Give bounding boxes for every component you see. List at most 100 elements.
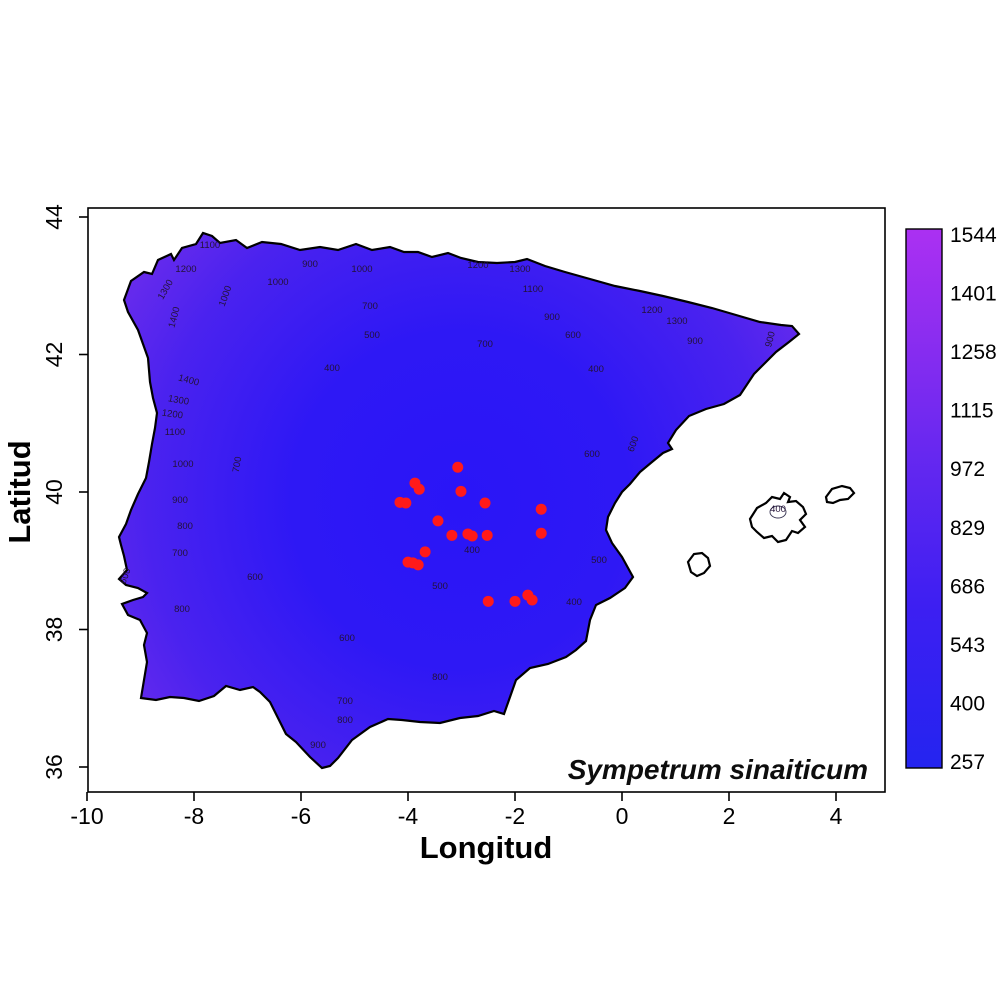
colorbar: 1544 1401 1258 1115 972 829 686 543 400 257 [905,224,997,774]
occurrence-point [526,594,538,606]
contour-value-label: 1000 [267,277,288,288]
balearic-islands [686,484,856,578]
x-tick-label: 4 [830,803,843,829]
x-tick-label: -10 [70,803,103,829]
occurrence-point [432,515,444,527]
occurrence-point [413,483,425,495]
x-axis-title: Longitud [420,830,553,865]
occurrence-point [400,497,412,509]
x-axis: -10 -8 -6 -4 -2 0 2 4 [70,792,843,829]
occurrence-point [466,530,478,542]
contour-value-label: 600 [339,633,355,644]
occurrence-point [482,595,494,607]
contour-value-label: 1200 [161,408,183,422]
contour-value-label: 1200 [175,264,196,275]
occurrence-point [419,546,431,558]
y-tick-label: 36 [41,754,67,780]
contour-value-label: 1100 [165,427,185,438]
plot-frame [87,207,886,793]
contour-value-label: 1200 [641,305,662,316]
occurrence-point [446,529,458,541]
contour-value-label: 400 [464,545,480,556]
colorbar-frame [905,228,943,769]
contour-value-label: 600 [584,449,600,460]
colorbar-tick-label: 829 [950,517,985,540]
colorbar-tick-label: 686 [950,575,985,598]
occurrence-point [481,529,493,541]
contour-value-label: 700 [337,696,353,707]
contour-value-label: 1400 [167,306,183,329]
contour-value-label: 600 [565,330,581,341]
colorbar-tick-label: 1115 [950,400,994,423]
contour-value-label: 900 [763,330,778,348]
contour-value-label: 900 [544,312,560,323]
occurrence-point [509,595,521,607]
contour-value-label: 1000 [351,264,372,275]
x-tick-label: -6 [291,803,311,829]
contour-value-label: 800 [432,672,448,683]
contour-value-label: 1100 [523,284,543,295]
colorbar-labels: 1544 1401 1258 1115 972 829 686 543 400 257 [950,224,997,774]
colorbar-tick-label: 543 [950,634,985,657]
contour-value-label: 900 [302,259,318,270]
contour-value-label: 400 [566,597,582,608]
x-tick-label: 2 [723,803,736,829]
x-tick-label: 0 [616,803,629,829]
contour-value-label: 900 [310,740,326,751]
mallorca-contour [769,505,787,519]
occurrence-point [412,559,424,571]
contour-value-label: 800 [177,521,193,532]
contour-value-label: 1400 [177,373,200,389]
contour-value-label: 1300 [666,316,687,327]
contour-value-label: 700 [362,301,378,312]
y-tick-label: 44 [41,204,67,230]
contour-value-label: 1000 [172,459,193,470]
occurrence-points [394,461,547,607]
contour-value-label: 700 [231,456,245,474]
contour-value-label: 900 [172,495,188,506]
occurrence-point [452,461,464,473]
iberia-map [117,231,856,770]
contour-value-label: 900 [687,336,703,347]
menorca-island [824,484,856,505]
contour-value-label: 500 [591,555,607,566]
mallorca-island [748,491,808,544]
ibiza-island [686,551,712,578]
contour-value-label: 700 [477,339,493,350]
colorbar-tick-label: 1258 [950,341,997,364]
occurrence-point [455,485,467,497]
colorbar-tick-label: 400 [950,692,985,715]
contour-value-label: 800 [174,604,190,615]
contour-value-label: 700 [172,548,188,559]
x-tick-label: -2 [505,803,525,829]
occurrence-point [479,497,491,509]
occurrence-point [535,503,547,515]
contour-value-label: 600 [118,567,134,586]
contour-value-label: 1200 [467,260,488,271]
contour-value-label: 500 [364,330,380,341]
contour-value-label: 600 [626,435,642,454]
colorbar-gradient [906,229,942,768]
colorbar-tick-label: 1401 [950,283,997,306]
contour-value-label: 1300 [167,393,190,408]
species-label: Sympetrum sinaiticum [568,754,868,785]
contour-value-label: 400 [324,363,340,374]
y-tick-label: 42 [41,342,67,368]
colorbar-tick-label: 972 [950,458,985,481]
contour-value-label: 400 [770,504,786,515]
x-tick-label: -4 [398,803,419,829]
y-axis-title: Latitud [2,440,37,543]
y-tick-label: 40 [41,479,67,505]
x-tick-label: -8 [184,803,204,829]
occurrence-point [535,527,547,539]
contour-value-label: 500 [432,581,448,592]
y-tick-label: 38 [41,617,67,643]
contour-value-label: 800 [337,715,353,726]
contour-value-label: 1300 [509,264,530,275]
contour-value-label: 600 [247,572,263,583]
contour-value-label: 400 [588,364,604,375]
colorbar-tick-label: 257 [950,751,985,774]
y-axis: 36 38 40 42 44 [41,204,88,780]
